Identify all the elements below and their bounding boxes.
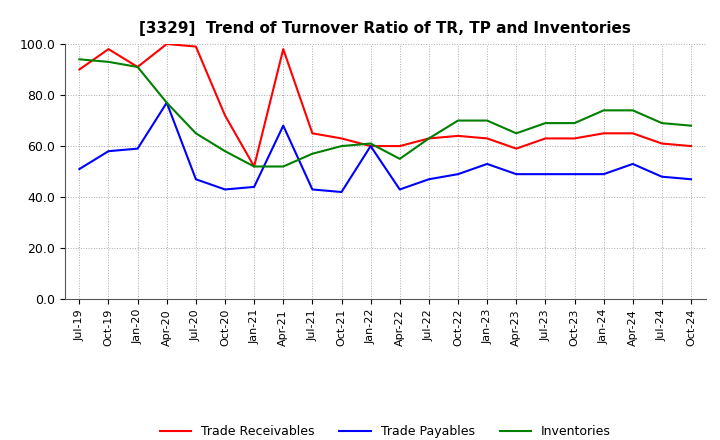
Trade Receivables — [163, 41, 171, 47]
Inventories — [599, 108, 608, 113]
Trade Payables — [250, 184, 258, 190]
Trade Payables — [687, 176, 696, 182]
Trade Receivables — [192, 44, 200, 49]
Trade Payables — [395, 187, 404, 192]
Trade Payables — [192, 176, 200, 182]
Trade Receivables — [541, 136, 550, 141]
Inventories — [657, 121, 666, 126]
Line: Trade Payables: Trade Payables — [79, 103, 691, 192]
Trade Payables — [75, 166, 84, 172]
Trade Receivables — [75, 67, 84, 72]
Trade Receivables — [395, 143, 404, 149]
Trade Receivables — [220, 113, 229, 118]
Trade Payables — [629, 161, 637, 167]
Inventories — [337, 143, 346, 149]
Trade Receivables — [687, 143, 696, 149]
Trade Receivables — [570, 136, 579, 141]
Inventories — [512, 131, 521, 136]
Inventories — [570, 121, 579, 126]
Trade Receivables — [483, 136, 492, 141]
Line: Trade Receivables: Trade Receivables — [79, 44, 691, 166]
Trade Receivables — [133, 64, 142, 70]
Trade Payables — [163, 100, 171, 105]
Inventories — [425, 136, 433, 141]
Inventories — [687, 123, 696, 128]
Trade Receivables — [104, 47, 113, 52]
Inventories — [192, 131, 200, 136]
Trade Payables — [541, 172, 550, 177]
Title: [3329]  Trend of Turnover Ratio of TR, TP and Inventories: [3329] Trend of Turnover Ratio of TR, TP… — [139, 21, 631, 36]
Trade Receivables — [308, 131, 317, 136]
Inventories — [308, 151, 317, 156]
Trade Receivables — [512, 146, 521, 151]
Trade Receivables — [599, 131, 608, 136]
Trade Payables — [599, 172, 608, 177]
Trade Payables — [570, 172, 579, 177]
Trade Payables — [104, 149, 113, 154]
Trade Receivables — [337, 136, 346, 141]
Inventories — [133, 64, 142, 70]
Trade Payables — [425, 176, 433, 182]
Trade Receivables — [425, 136, 433, 141]
Inventories — [279, 164, 287, 169]
Inventories — [220, 149, 229, 154]
Inventories — [629, 108, 637, 113]
Inventories — [541, 121, 550, 126]
Trade Payables — [337, 189, 346, 194]
Inventories — [104, 59, 113, 65]
Inventories — [250, 164, 258, 169]
Trade Payables — [220, 187, 229, 192]
Trade Payables — [133, 146, 142, 151]
Trade Receivables — [250, 164, 258, 169]
Trade Receivables — [629, 131, 637, 136]
Trade Payables — [366, 143, 375, 149]
Trade Payables — [454, 172, 462, 177]
Trade Payables — [279, 123, 287, 128]
Trade Payables — [483, 161, 492, 167]
Inventories — [395, 156, 404, 161]
Trade Receivables — [366, 143, 375, 149]
Line: Inventories: Inventories — [79, 59, 691, 166]
Legend: Trade Receivables, Trade Payables, Inventories: Trade Receivables, Trade Payables, Inven… — [155, 420, 616, 440]
Inventories — [75, 57, 84, 62]
Inventories — [366, 141, 375, 146]
Trade Receivables — [657, 141, 666, 146]
Inventories — [163, 100, 171, 105]
Inventories — [483, 118, 492, 123]
Trade Receivables — [279, 47, 287, 52]
Inventories — [454, 118, 462, 123]
Trade Receivables — [454, 133, 462, 139]
Trade Payables — [308, 187, 317, 192]
Trade Payables — [512, 172, 521, 177]
Trade Payables — [657, 174, 666, 180]
